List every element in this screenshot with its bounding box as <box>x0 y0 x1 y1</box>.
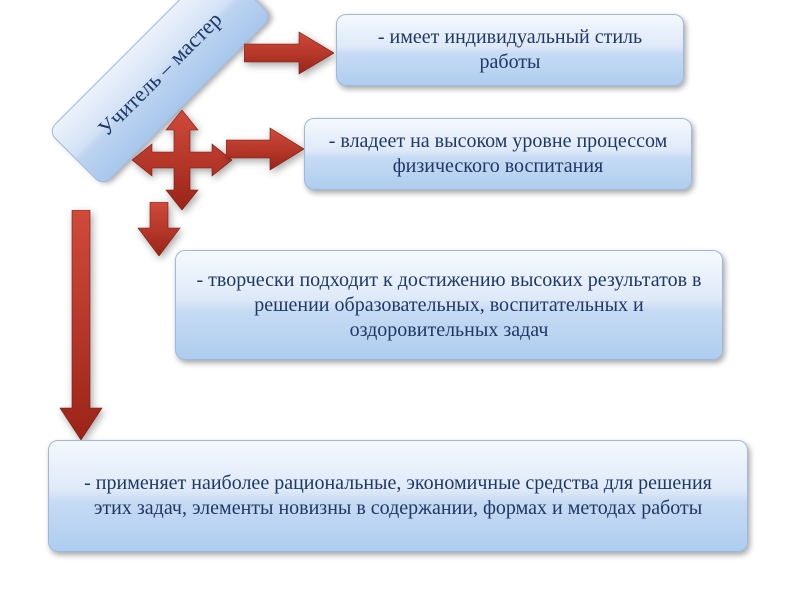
box-high-level-process: - владеет на высоком уровне процессом фи… <box>304 118 692 190</box>
box2-text: - владеет на высоком уровне процессом фи… <box>323 129 673 179</box>
arrow-to-box3 <box>136 202 182 256</box>
arrow-to-box4 <box>58 210 104 440</box>
box-rational-means: - применяет наиболее рациональные, эконо… <box>48 440 748 552</box>
box-individual-style: - имеет индивидуальный стиль работы <box>336 14 684 86</box>
box1-text: - имеет индивидуальный стиль работы <box>355 25 665 75</box>
arrow-to-box1 <box>244 30 334 76</box>
box3-text: - творчески подходит к достижению высоки… <box>194 268 704 343</box>
arrow-to-box2 <box>226 126 304 172</box>
box-creative-approach: - творчески подходит к достижению высоки… <box>175 250 723 360</box>
cross-arrow-icon <box>132 110 232 210</box>
teacher-master-diagram: Учитель – мастер - имеет индивидуальный … <box>0 0 800 600</box>
box4-text: - применяет наиболее рациональные, эконо… <box>67 471 729 521</box>
